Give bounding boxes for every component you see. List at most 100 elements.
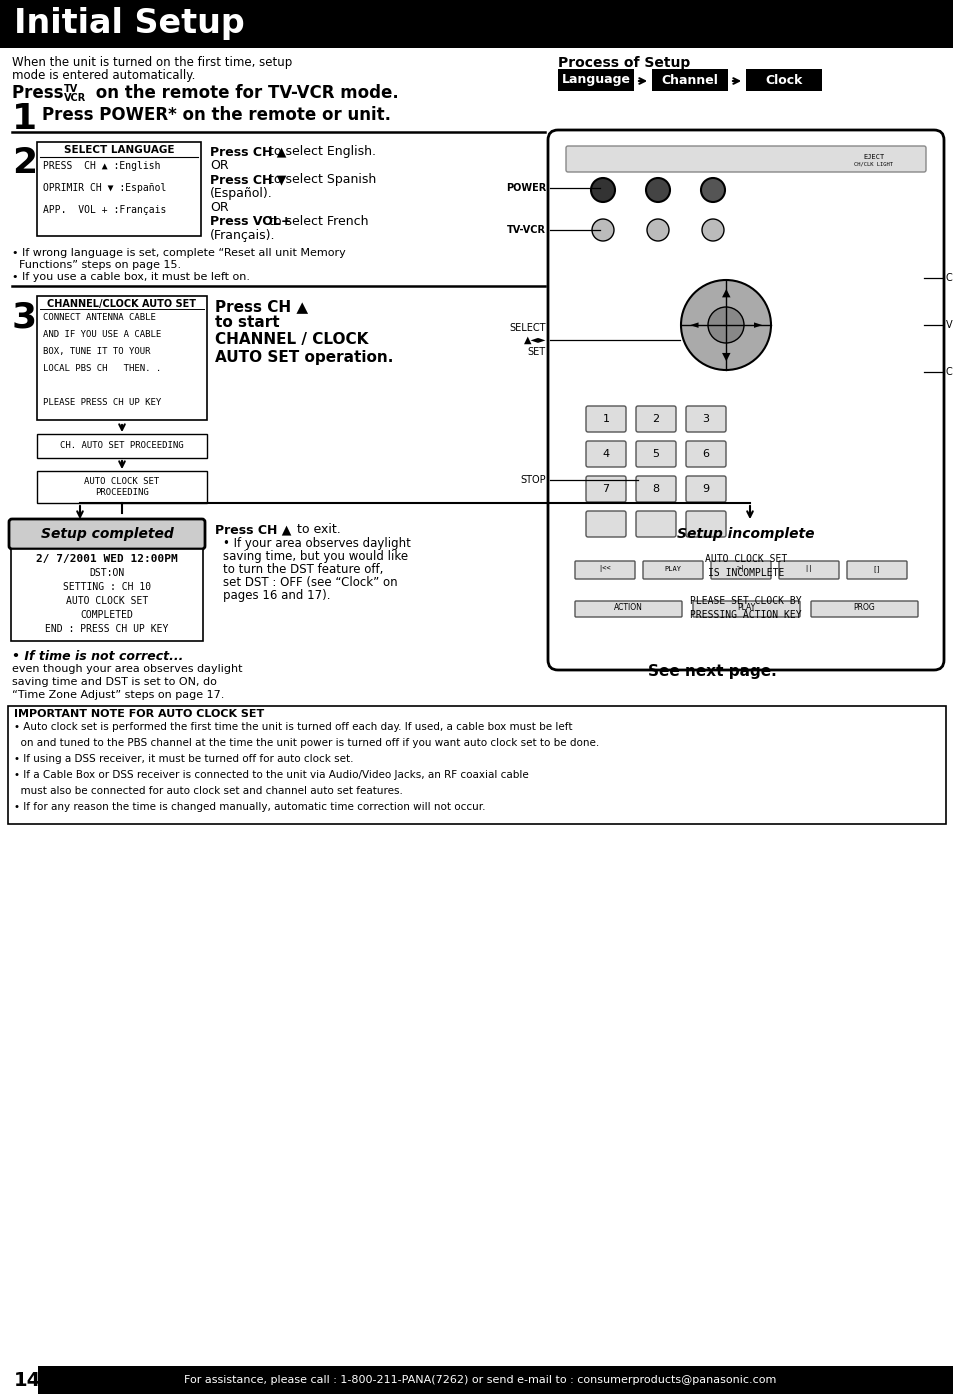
- FancyBboxPatch shape: [575, 560, 635, 579]
- Text: COMPLETED: COMPLETED: [80, 611, 133, 620]
- Text: 4: 4: [601, 449, 609, 459]
- Text: Press CH ▲: Press CH ▲: [214, 523, 291, 537]
- Text: CHANNEL/CLOCK AUTO SET: CHANNEL/CLOCK AUTO SET: [48, 298, 196, 309]
- Text: TV: TV: [64, 84, 78, 93]
- Text: PLEASE SET CLOCK BY: PLEASE SET CLOCK BY: [689, 597, 801, 606]
- Text: 9: 9: [701, 484, 709, 493]
- Circle shape: [700, 178, 724, 202]
- Text: See next page.: See next page.: [647, 664, 776, 679]
- Text: AUTO CLOCK SET
PROCEEDING: AUTO CLOCK SET PROCEEDING: [84, 477, 159, 496]
- FancyBboxPatch shape: [585, 512, 625, 537]
- Text: []: []: [872, 566, 881, 573]
- Circle shape: [701, 219, 723, 241]
- Text: For assistance, please call : 1-800-211-PANA(7262) or send e-mail to : consumerp: For assistance, please call : 1-800-211-…: [184, 1374, 776, 1386]
- Text: to select English.: to select English.: [265, 145, 375, 158]
- FancyBboxPatch shape: [636, 475, 676, 502]
- Text: LOCAL PBS CH   THEN. .: LOCAL PBS CH THEN. .: [43, 364, 161, 374]
- Text: Initial Setup: Initial Setup: [14, 7, 245, 40]
- FancyBboxPatch shape: [644, 519, 846, 549]
- Text: VCR: VCR: [64, 93, 86, 103]
- Text: • If a Cable Box or DSS receiver is connected to the unit via Audio/Video Jacks,: • If a Cable Box or DSS receiver is conn…: [14, 769, 528, 781]
- Text: AUTO CLOCK SET: AUTO CLOCK SET: [66, 597, 148, 606]
- FancyBboxPatch shape: [37, 296, 207, 420]
- Text: saving time and DST is set to ON, do: saving time and DST is set to ON, do: [12, 677, 216, 687]
- Text: OR: OR: [210, 201, 229, 215]
- Text: even though your area observes daylight: even though your area observes daylight: [12, 664, 242, 675]
- Text: 1: 1: [602, 414, 609, 424]
- Text: 5: 5: [652, 449, 659, 459]
- Text: to select French: to select French: [265, 215, 368, 229]
- Circle shape: [646, 219, 668, 241]
- Text: 7: 7: [601, 484, 609, 493]
- Text: • If time is not correct...: • If time is not correct...: [12, 650, 183, 664]
- FancyBboxPatch shape: [685, 441, 725, 467]
- Text: “Time Zone Adjust” steps on page 17.: “Time Zone Adjust” steps on page 17.: [12, 690, 224, 700]
- Text: must also be connected for auto clock set and channel auto set features.: must also be connected for auto clock se…: [14, 786, 402, 796]
- Text: Language: Language: [561, 74, 630, 86]
- Bar: [8, 705, 945, 824]
- Text: 1: 1: [12, 102, 37, 137]
- Circle shape: [707, 307, 743, 343]
- FancyBboxPatch shape: [37, 434, 207, 459]
- Text: BOX, TUNE IT TO YOUR: BOX, TUNE IT TO YOUR: [43, 347, 151, 355]
- Text: Setup completed: Setup completed: [41, 527, 173, 541]
- Text: Channel: Channel: [660, 74, 718, 86]
- Text: to turn the DST feature off,: to turn the DST feature off,: [223, 563, 383, 576]
- Text: POWER: POWER: [505, 183, 545, 192]
- Text: 2/ 7/2001 WED 12:00PM: 2/ 7/2001 WED 12:00PM: [36, 553, 177, 565]
- Text: 2: 2: [652, 414, 659, 424]
- Text: CONNECT ANTENNA CABLE: CONNECT ANTENNA CABLE: [43, 314, 155, 322]
- Text: set DST : OFF (see “Clock” on: set DST : OFF (see “Clock” on: [223, 576, 397, 590]
- Text: SELECT LANGUAGE: SELECT LANGUAGE: [64, 145, 174, 155]
- FancyBboxPatch shape: [646, 549, 844, 629]
- Text: saving time, but you would like: saving time, but you would like: [223, 551, 408, 563]
- Text: CH. AUTO SET PROCEEDING: CH. AUTO SET PROCEEDING: [60, 442, 184, 450]
- Text: 2: 2: [12, 146, 37, 180]
- FancyBboxPatch shape: [636, 441, 676, 467]
- Bar: [0, 0, 953, 47]
- Text: SELECT
▲◄►
SET: SELECT ▲◄► SET: [509, 323, 545, 357]
- FancyBboxPatch shape: [779, 560, 838, 579]
- FancyBboxPatch shape: [585, 475, 625, 502]
- Text: • If your area observes daylight: • If your area observes daylight: [223, 537, 411, 551]
- Text: VOL +: VOL +: [945, 321, 953, 330]
- Text: IMPORTANT NOTE FOR AUTO CLOCK SET: IMPORTANT NOTE FOR AUTO CLOCK SET: [14, 710, 264, 719]
- Text: to start
CHANNEL / CLOCK
AUTO SET operation.: to start CHANNEL / CLOCK AUTO SET operat…: [214, 315, 393, 365]
- Text: CH/CLK LIGHT: CH/CLK LIGHT: [854, 160, 893, 166]
- Text: STOP: STOP: [519, 475, 545, 485]
- Text: on and tuned to the PBS channel at the time the unit power is turned off if you : on and tuned to the PBS channel at the t…: [14, 737, 598, 749]
- Text: CH ▲: CH ▲: [945, 273, 953, 283]
- FancyBboxPatch shape: [11, 549, 203, 641]
- Text: PLAY: PLAY: [736, 604, 755, 612]
- FancyBboxPatch shape: [710, 560, 770, 579]
- Bar: [651, 68, 727, 91]
- Text: on the remote for TV-VCR mode.: on the remote for TV-VCR mode.: [90, 84, 398, 102]
- Text: pages 16 and 17).: pages 16 and 17).: [223, 590, 330, 602]
- Text: AUTO CLOCK SET: AUTO CLOCK SET: [704, 553, 786, 565]
- Text: OPRIMIR CH ▼ :Español: OPRIMIR CH ▼ :Español: [43, 183, 166, 192]
- Text: • If you use a cable box, it must be left on.: • If you use a cable box, it must be lef…: [12, 272, 250, 282]
- Text: ACTION: ACTION: [613, 604, 641, 612]
- FancyBboxPatch shape: [685, 475, 725, 502]
- Text: 3: 3: [12, 300, 37, 335]
- Text: (Español).: (Español).: [210, 187, 273, 199]
- FancyBboxPatch shape: [685, 406, 725, 432]
- Circle shape: [680, 280, 770, 369]
- Text: SETTING : CH 10: SETTING : CH 10: [63, 583, 151, 592]
- Circle shape: [590, 178, 615, 202]
- Bar: [38, 1366, 953, 1394]
- Text: TV-VCR: TV-VCR: [506, 224, 545, 236]
- Text: CH ▼: CH ▼: [945, 367, 953, 376]
- Text: Press CH ▼: Press CH ▼: [210, 173, 286, 185]
- Text: AND IF YOU USE A CABLE: AND IF YOU USE A CABLE: [43, 330, 161, 339]
- Text: DST:ON: DST:ON: [90, 567, 125, 579]
- Text: ◄: ◄: [689, 321, 698, 330]
- Text: PLAY: PLAY: [664, 566, 680, 572]
- FancyBboxPatch shape: [575, 601, 681, 618]
- FancyBboxPatch shape: [685, 512, 725, 537]
- Text: OR: OR: [210, 159, 229, 171]
- FancyBboxPatch shape: [585, 441, 625, 467]
- Text: PRESSING ACTION KEY: PRESSING ACTION KEY: [689, 611, 801, 620]
- Text: EJECT: EJECT: [862, 153, 883, 160]
- Text: to select Spanish: to select Spanish: [265, 173, 375, 185]
